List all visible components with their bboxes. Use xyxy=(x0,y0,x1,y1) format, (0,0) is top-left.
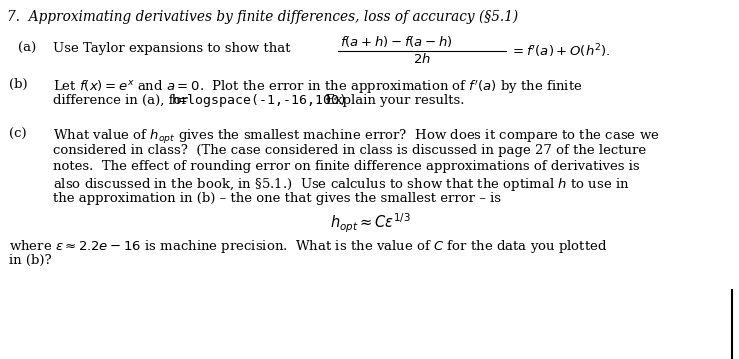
Text: the approximation in (b) – the one that gives the smallest error – is: the approximation in (b) – the one that … xyxy=(53,192,501,205)
Text: . Explain your results.: . Explain your results. xyxy=(317,94,465,107)
Text: considered in class?  (The case considered in class is discussed in page 27 of t: considered in class? (The case considere… xyxy=(53,144,646,157)
Text: $f(a+h)-f(a-h)$: $f(a+h)-f(a-h)$ xyxy=(340,34,453,49)
Text: (c): (c) xyxy=(9,128,27,141)
Text: Let $f(x)=e^x$ and $a=0$.  Plot the error in the approximation of $f'(a)$ by the: Let $f(x)=e^x$ and $a=0$. Plot the error… xyxy=(53,78,582,95)
Text: 7.  Approximating derivatives by finite differences, loss of accuracy (§5.1): 7. Approximating derivatives by finite d… xyxy=(7,10,518,24)
Text: $h_{opt} \approx C\varepsilon^{1/3}$: $h_{opt} \approx C\varepsilon^{1/3}$ xyxy=(330,212,410,235)
Text: Use Taylor expansions to show that: Use Taylor expansions to show that xyxy=(53,42,290,55)
Text: difference in (a), for: difference in (a), for xyxy=(53,94,192,107)
Text: notes.  The effect of rounding error on finite difference approximations of deri: notes. The effect of rounding error on f… xyxy=(53,160,640,173)
Text: $2h$: $2h$ xyxy=(413,52,431,66)
Text: in (b)?: in (b)? xyxy=(9,254,52,267)
Text: $= f'(a)+O(h^2).$: $= f'(a)+O(h^2).$ xyxy=(510,42,610,60)
Text: (a): (a) xyxy=(18,42,36,55)
Text: (b): (b) xyxy=(9,78,27,91)
Text: also discussed in the book, in §5.1.)  Use calculus to show that the optimal $h$: also discussed in the book, in §5.1.) Us… xyxy=(53,176,630,193)
Text: What value of $h_{opt}$ gives the smallest machine error?  How does it compare t: What value of $h_{opt}$ gives the smalle… xyxy=(53,128,659,146)
Text: h=logspace(-1,-16,100): h=logspace(-1,-16,100) xyxy=(172,94,348,107)
Text: where $\varepsilon \approx 2.2e-16$ is machine precision.  What is the value of : where $\varepsilon \approx 2.2e-16$ is m… xyxy=(9,238,607,255)
